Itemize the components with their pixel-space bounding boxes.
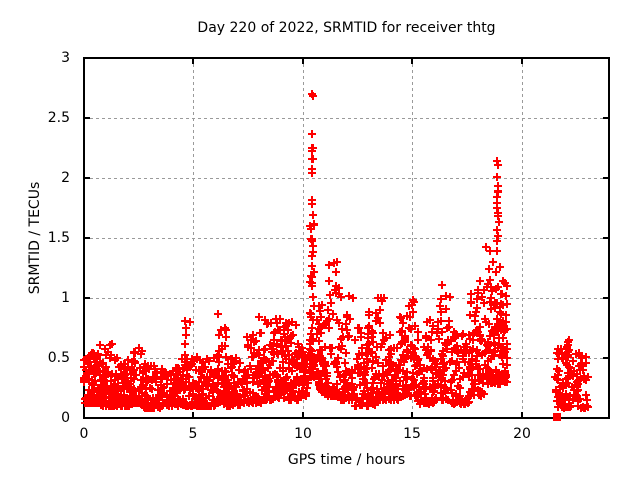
y-tick-label: 0.5 <box>47 350 70 366</box>
y-tick-label: 2 <box>61 170 70 186</box>
y-tick-label: 1.5 <box>47 230 70 246</box>
x-tick-label: 20 <box>513 426 531 442</box>
x-axis-title: GPS time / hours <box>287 452 406 468</box>
y-tick-label: 2.5 <box>47 110 70 126</box>
x-tick-label: 15 <box>403 426 421 442</box>
y-tick-label: 3 <box>61 50 70 66</box>
y-tick-label: 0 <box>61 410 70 426</box>
x-tick-label: 0 <box>79 426 89 442</box>
y-tick-label: 1 <box>61 290 70 306</box>
x-tick-label: 5 <box>188 426 198 442</box>
chart-title: Day 220 of 2022, SRMTID for receiver tht… <box>197 20 496 36</box>
x-tick-label: 10 <box>294 426 312 442</box>
